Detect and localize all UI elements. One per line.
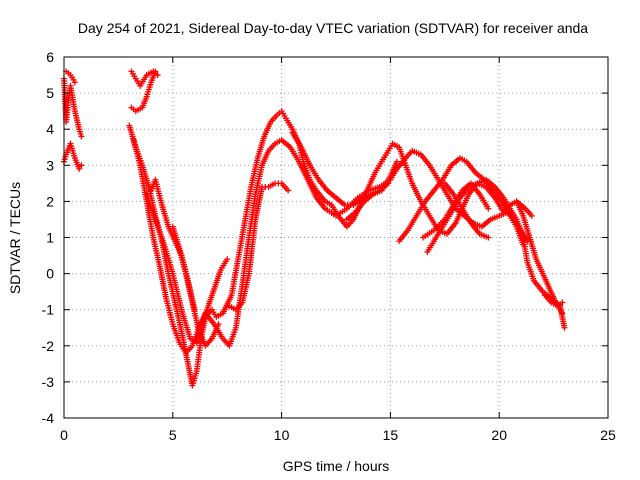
data-series-track-2 — [61, 140, 85, 172]
y-tick-label: -2 — [42, 338, 55, 354]
y-tick-label: -3 — [42, 374, 55, 390]
data-series-track-10 — [226, 180, 292, 313]
y-tick-label: 1 — [46, 230, 54, 246]
data-series-track-17 — [441, 180, 492, 241]
axes: 0 5 10 15 20 25 -4 -3 -2 -1 0 1 2 3 4 5 6 — [42, 49, 616, 443]
data-series-track-16 — [343, 158, 400, 223]
data-point — [393, 158, 400, 165]
data-point — [485, 205, 492, 212]
grid — [64, 57, 608, 418]
data-point — [559, 299, 566, 306]
data-series-track-5 — [128, 68, 159, 115]
x-tick-label: 15 — [383, 427, 399, 443]
x-tick-label: 25 — [600, 427, 616, 443]
data-series-track-19 — [169, 223, 222, 349]
x-tick-label: 10 — [274, 427, 290, 443]
y-tick-label: 4 — [46, 121, 54, 137]
data-series-track-15 — [513, 198, 566, 317]
data-point — [224, 256, 231, 263]
data-point — [285, 187, 292, 194]
y-tick-label: 0 — [46, 266, 54, 282]
data-point — [559, 310, 566, 317]
plot-frame — [63, 56, 609, 419]
data-point — [78, 133, 85, 140]
data-point — [561, 324, 568, 331]
x-axis-label: GPS time / hours — [283, 458, 390, 474]
data-point — [78, 162, 85, 169]
y-tick-label: 3 — [46, 157, 54, 173]
data-point — [485, 234, 492, 241]
data-point — [215, 321, 222, 328]
y-tick-label: 2 — [46, 193, 54, 209]
data-series-track-18 — [541, 292, 566, 310]
data-point — [71, 79, 78, 86]
x-tick-label: 0 — [60, 427, 68, 443]
data-point — [520, 241, 527, 248]
data-series-track-12 — [396, 155, 527, 248]
data-point — [154, 72, 161, 79]
y-tick-label: -4 — [42, 410, 55, 426]
data-point — [152, 68, 159, 75]
x-tick-label: 5 — [169, 427, 177, 443]
y-tick-label: -1 — [42, 302, 55, 318]
y-tick-label: 6 — [46, 49, 54, 65]
data-point — [76, 165, 83, 172]
data-point — [528, 212, 535, 219]
chart-title: Day 254 of 2021, Sidereal Day-to-day VTE… — [78, 20, 588, 36]
y-tick-label: 5 — [46, 85, 54, 101]
x-tick-label: 20 — [491, 427, 507, 443]
y-axis-label: SDTVAR / TECUs — [7, 182, 23, 294]
data-layer — [61, 68, 568, 389]
